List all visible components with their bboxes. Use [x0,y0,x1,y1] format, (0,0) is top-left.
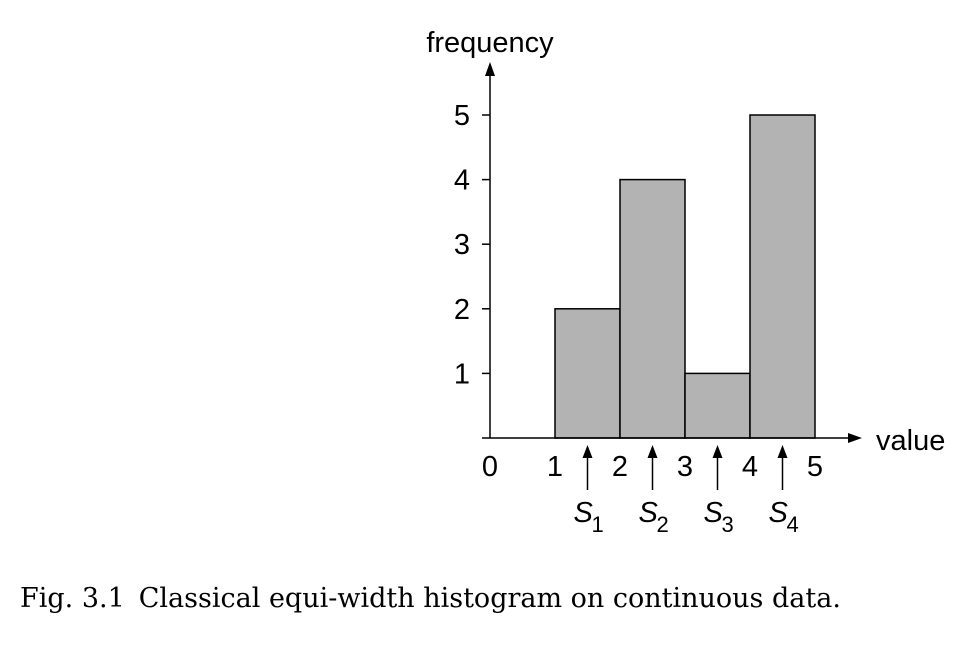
x-tick-label: 3 [677,451,693,483]
marker-arrowhead [777,445,788,458]
histogram-bar-4 [749,114,816,439]
figure-caption: Fig. 3.1 Classical equi-width histogram o… [20,583,841,614]
marker-label-s2: S [639,497,659,529]
marker-label-s1: S [574,497,594,529]
marker-subscript: 4 [787,512,799,537]
x-tick-label: 4 [742,451,758,483]
x-tick-label: 5 [807,451,823,483]
x-tick-label: 0 [482,451,498,483]
axes [482,62,862,443]
y-axis-arrowhead [485,62,495,76]
marker-arrowhead [647,445,658,458]
marker-arrowhead [582,445,593,458]
x-tick-label: 2 [612,451,628,483]
marker-subscript: 2 [657,512,669,537]
tick-labels: 1 2 3 4 5 0 1 2 3 4 5 [454,100,823,483]
y-tick-label: 4 [454,165,470,197]
marker-subscript: 3 [722,512,734,537]
x-axis-label: value [876,425,945,457]
y-axis-label: frequency [426,27,554,59]
x-axis-arrowhead [848,433,862,443]
histogram-bar-2 [619,178,686,439]
histogram-bars [554,114,816,439]
y-tick-label: 1 [454,358,470,390]
caption-text: Classical equi-width histogram on contin… [138,583,841,614]
histogram-bar-3 [684,372,751,439]
y-tick-label: 5 [454,100,470,132]
marker-subscript: 1 [592,512,604,537]
boundary-markers: S1 S2 S3 S4 [574,445,799,537]
marker-label-s3: S [704,497,724,529]
y-tick-label: 3 [454,229,470,261]
marker-label-s4: S [769,497,789,529]
histogram-bar-1 [554,308,621,439]
marker-arrowhead [712,445,723,458]
x-tick-label: 1 [547,451,563,483]
figure-number: Fig. 3.1 [20,583,125,614]
y-tick-label: 2 [454,294,470,326]
